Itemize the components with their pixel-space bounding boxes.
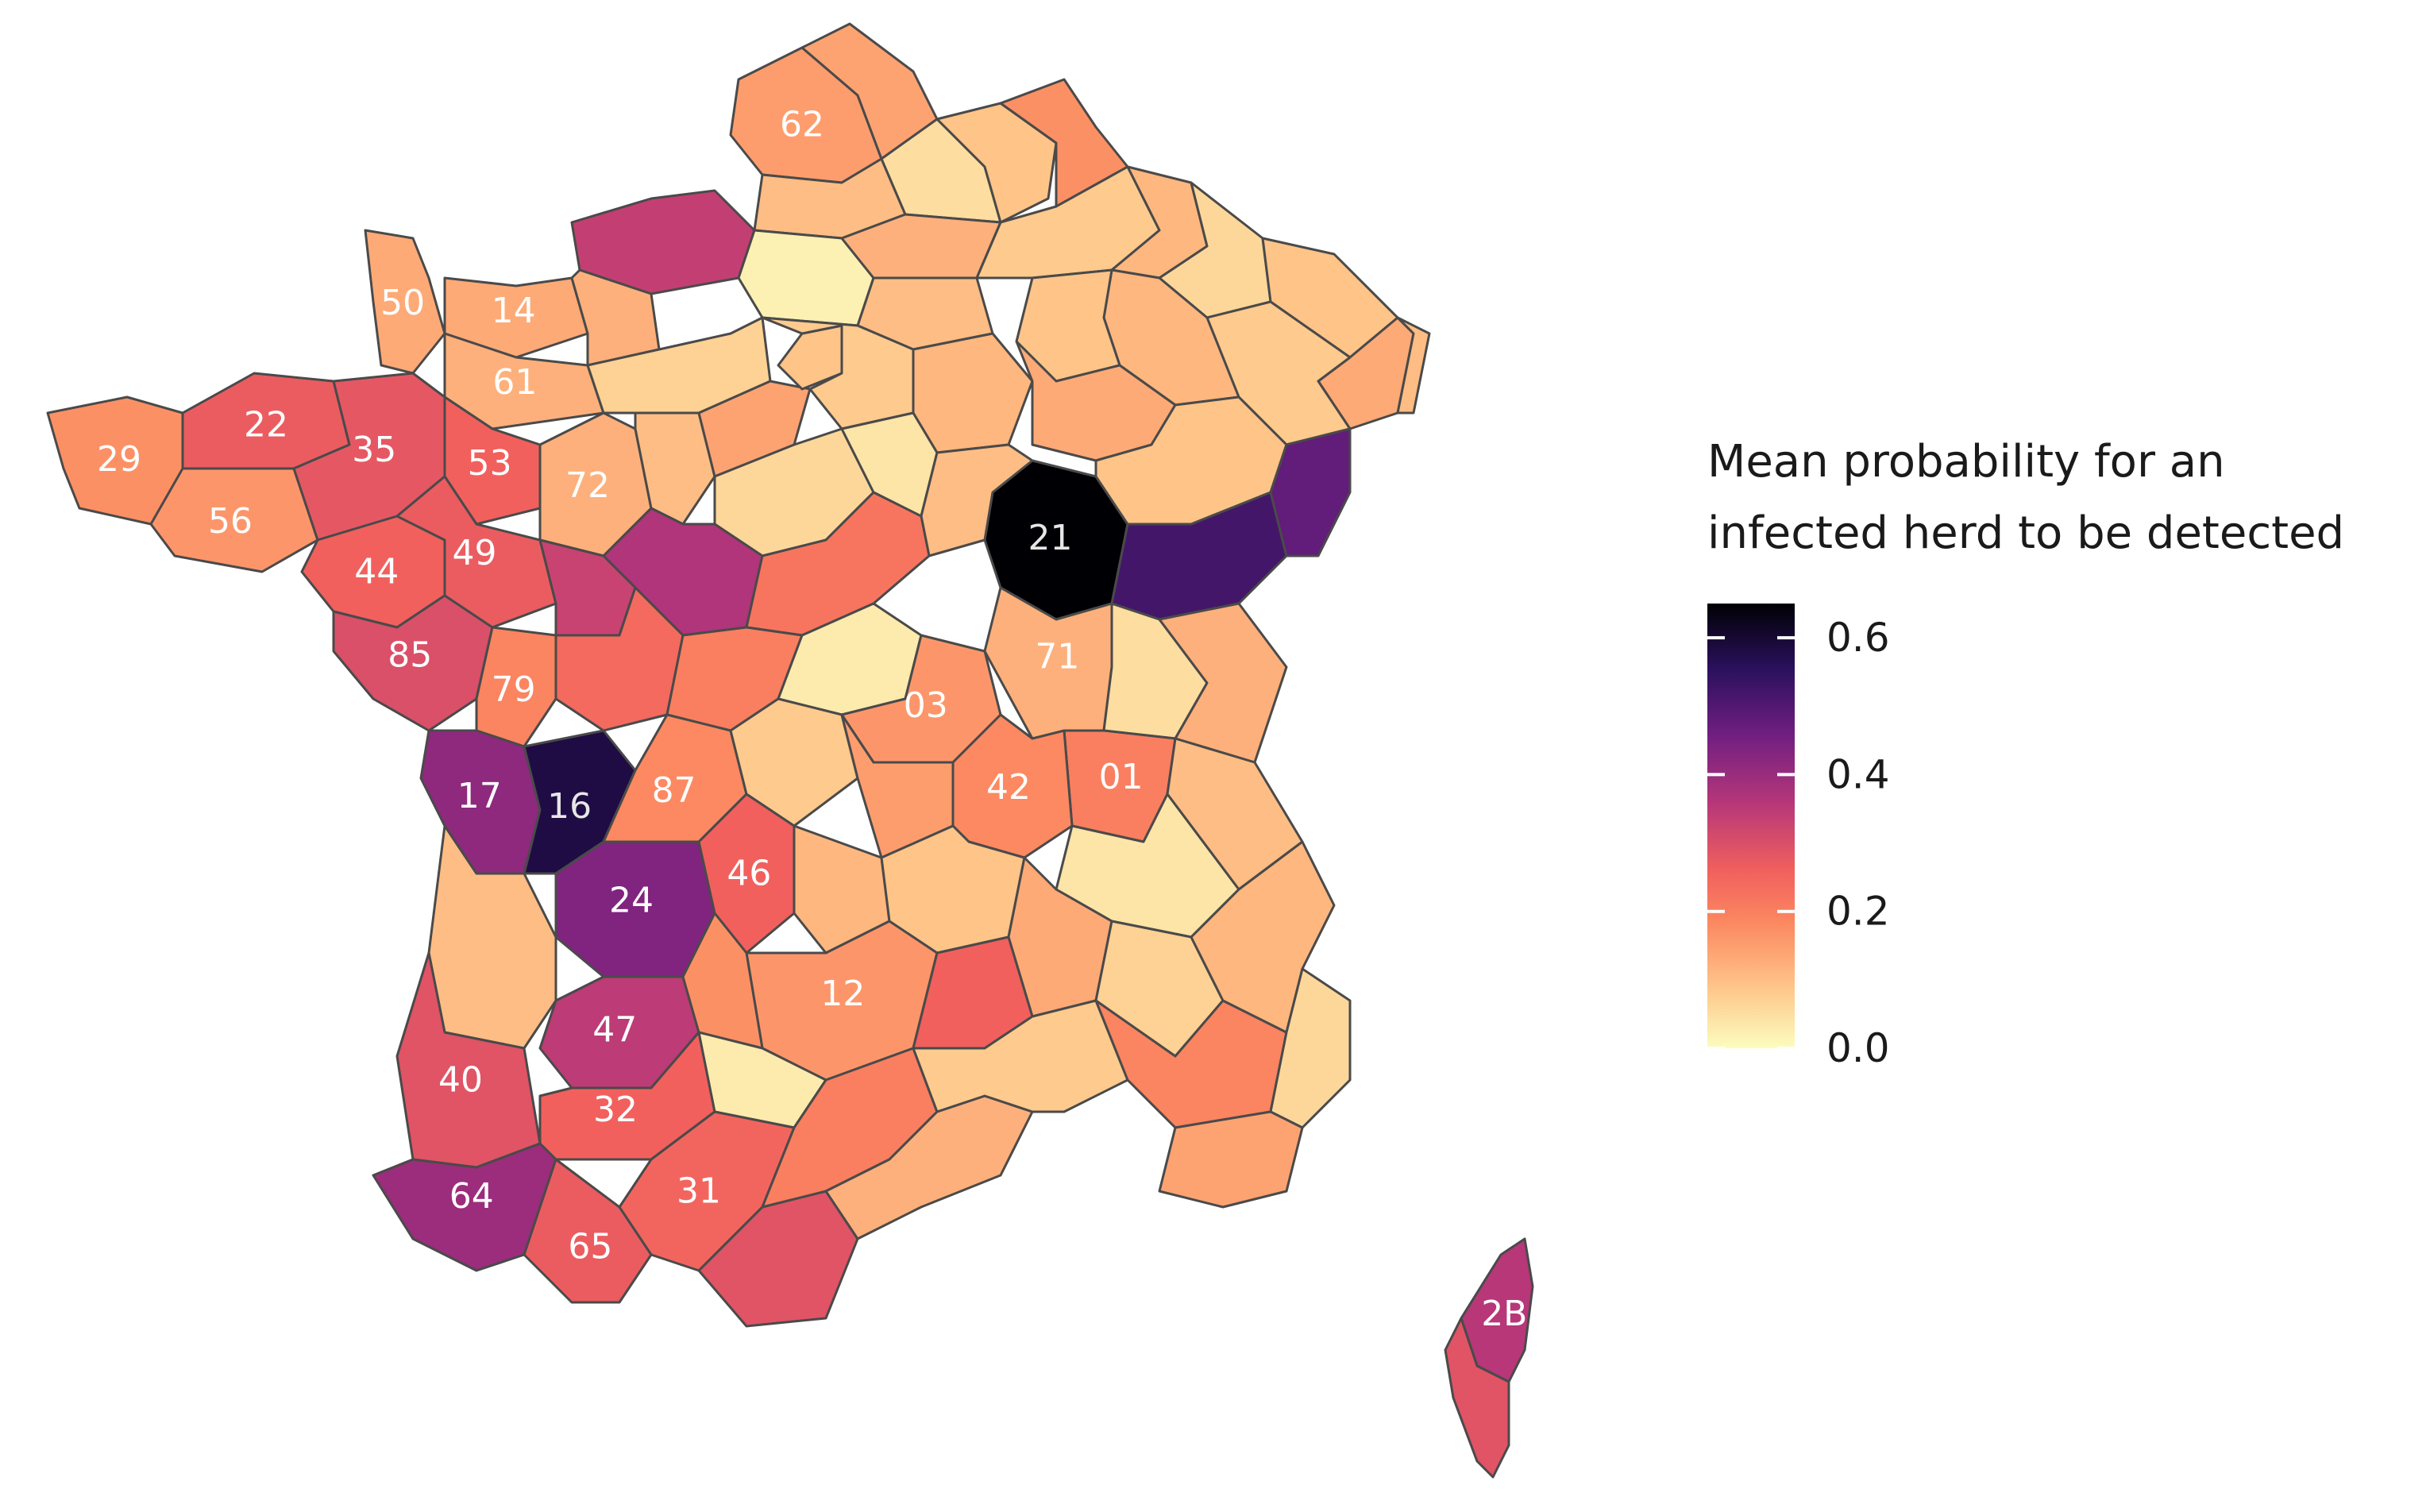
- department-label-03: 03: [904, 685, 948, 726]
- department-region: [912, 332, 1034, 454]
- department-label-21: 21: [1028, 518, 1073, 558]
- department-label-62: 62: [780, 105, 824, 145]
- department-label-17: 17: [457, 776, 502, 816]
- legend-title-line-1: Mean probability for an: [1707, 436, 2225, 488]
- department-region: [1269, 427, 1352, 557]
- legend-tick-label: 0.0: [1826, 1025, 1890, 1071]
- department-label-14: 14: [492, 291, 536, 331]
- department-label-85: 85: [388, 635, 432, 676]
- department-label-31: 31: [677, 1171, 721, 1212]
- department-region: [1396, 316, 1431, 415]
- department-region: [681, 912, 764, 1050]
- department-label-42: 42: [986, 767, 1031, 808]
- department-label-44: 44: [354, 552, 399, 592]
- mainland-departments: [46, 22, 1431, 1328]
- corsica-departments: [1444, 1237, 1534, 1479]
- department-region: [697, 380, 812, 478]
- department-label-87: 87: [652, 770, 696, 811]
- department-region: [912, 999, 1129, 1113]
- department-region: [761, 316, 915, 430]
- department-label-16: 16: [547, 786, 592, 827]
- department-label-50: 50: [380, 283, 425, 323]
- legend-tick-label: 0.4: [1826, 751, 1890, 797]
- department-label-35: 35: [352, 430, 396, 470]
- department-label-49: 49: [453, 533, 497, 573]
- department-label-65: 65: [568, 1227, 612, 1267]
- department-2A: [1444, 1317, 1510, 1479]
- department-label-72: 72: [565, 465, 610, 506]
- legend-color-bar: [1707, 604, 1795, 1048]
- department-label-46: 46: [727, 854, 771, 894]
- department-label-12: 12: [820, 974, 865, 1014]
- department-label-64: 64: [449, 1176, 494, 1217]
- department-label-01: 01: [1099, 757, 1144, 797]
- department-label-29: 29: [97, 439, 141, 480]
- department-label-40: 40: [438, 1060, 483, 1101]
- department-label-79: 79: [492, 669, 536, 710]
- legend-tick-label: 0.2: [1826, 889, 1890, 935]
- legend: Mean probability for an infected herd to…: [1707, 436, 2344, 1071]
- department-label-56: 56: [208, 501, 253, 542]
- department-label-47: 47: [592, 1010, 637, 1051]
- department-label-22: 22: [244, 405, 288, 446]
- legend-title-line-2: infected herd to be detected: [1707, 507, 2344, 559]
- department-label-53: 53: [468, 443, 512, 484]
- legend-tick-label: 0.6: [1826, 615, 1890, 661]
- department-50: [364, 229, 446, 375]
- department-label-61: 61: [492, 362, 537, 403]
- department-label-71: 71: [1035, 637, 1079, 677]
- legend-ticks: 0.0 0.2 0.4 0.6: [1707, 615, 1890, 1071]
- department-region: [1158, 1110, 1304, 1209]
- department-label-24: 24: [609, 880, 654, 920]
- department-label-2B: 2B: [1481, 1294, 1527, 1334]
- department-65: [523, 1158, 653, 1304]
- department-label-32: 32: [593, 1090, 638, 1130]
- department-labels: 62 50 14 61 29 22 56 35 53 72 21 44 49 85 79 03 71 01 17 16…: [97, 105, 1527, 1334]
